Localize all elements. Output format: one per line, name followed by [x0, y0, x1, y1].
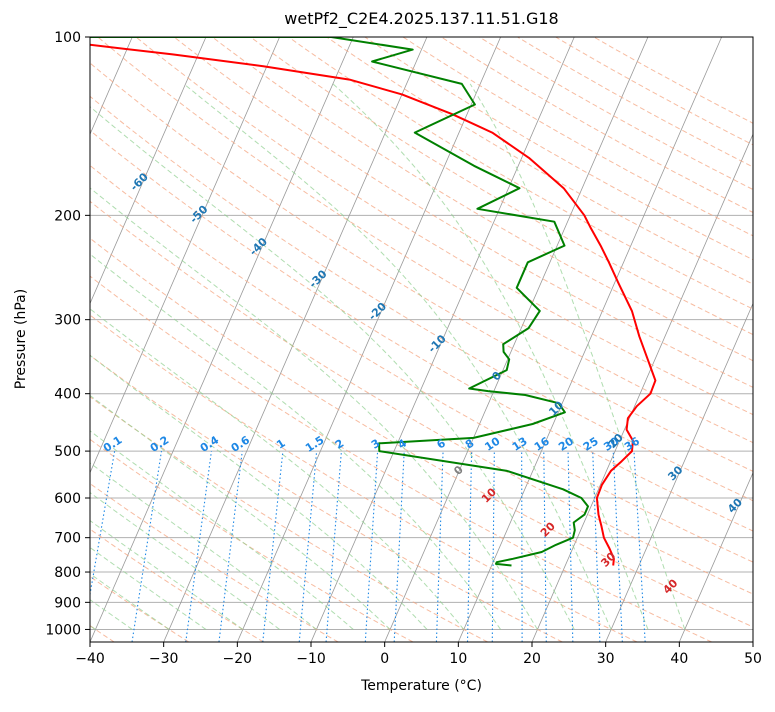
dry-adiabat-label: -40	[247, 235, 270, 258]
moist-adiabat-line	[0, 84, 390, 630]
moist-adiabat-line	[0, 84, 538, 630]
isotherm-line	[237, 37, 500, 642]
dry-adiabat-label: 30	[665, 463, 685, 483]
y-tick-label: 300	[54, 313, 81, 329]
x-tick-label: −20	[223, 651, 253, 667]
y-tick-label: 200	[54, 208, 81, 224]
moist-adiabat-line	[0, 84, 206, 630]
y-tick-label: 1000	[45, 622, 81, 638]
isotherm-line	[753, 37, 775, 642]
x-tick-label: 50	[744, 651, 762, 667]
y-tick-label: 400	[54, 387, 81, 403]
mixing-ratio-label: 4	[396, 436, 410, 451]
mixing-ratio-label: 1.5	[303, 433, 326, 455]
x-tick-label: −40	[75, 651, 105, 667]
x-tick-label: 10	[449, 651, 467, 667]
isotherm-line	[679, 37, 775, 642]
surface-adiabat-label: 30	[598, 549, 618, 569]
dry-adiabat-line	[0, 37, 488, 642]
isotherm-line	[532, 37, 775, 642]
surface-adiabat-label: 20	[538, 519, 558, 539]
mixing-ratio-line	[365, 451, 377, 642]
mixing-ratio-label: 0.4	[198, 433, 222, 455]
x-tick-label: −30	[149, 651, 179, 667]
isotherm-line	[0, 37, 206, 642]
mixing-ratio-label: 0.1	[101, 433, 124, 455]
plot-frame	[90, 37, 753, 642]
y-tick-label: 500	[54, 444, 81, 460]
y-tick-label: 100	[54, 30, 81, 46]
isotherm-line	[606, 37, 775, 642]
moist-adiabat-line	[470, 84, 685, 630]
y-axis-label: Pressure (hPa)	[13, 289, 29, 389]
mixing-ratio-line	[634, 451, 645, 642]
x-tick-label: 30	[597, 651, 615, 667]
dry-adiabat-line	[0, 37, 712, 642]
y-tick-label: 900	[54, 595, 81, 611]
isotherm-line	[0, 37, 59, 642]
dry-adiabat-label: -50	[187, 203, 210, 226]
moist-adiabat-line	[0, 84, 353, 630]
moist-adiabat-line	[0, 84, 280, 630]
chart-title: wetPf2_C2E4.2025.137.11.51.G18	[90, 9, 753, 28]
dry-adiabat-line	[212, 37, 775, 642]
mixing-ratio-line	[186, 451, 212, 642]
x-tick-label: −10	[296, 651, 326, 667]
mixing-ratio-line	[568, 451, 573, 642]
isotherm-line	[458, 37, 721, 642]
isotherm-line	[164, 37, 427, 642]
dry-adiabat-label: -70	[68, 138, 91, 161]
dry-adiabat-label: -60	[128, 170, 151, 193]
dry-adiabat-label: 0	[489, 369, 504, 384]
dry-adiabat-line	[60, 37, 775, 642]
dry-adiabat-line	[594, 37, 775, 642]
dry-adiabat-line	[0, 37, 338, 642]
y-tick-label: 800	[54, 565, 81, 581]
surface-adiabat-label: 40	[660, 576, 680, 596]
moist-adiabat-line	[0, 84, 317, 630]
x-tick-label: 20	[523, 651, 541, 667]
mixing-ratio-line	[219, 451, 242, 642]
mixing-ratio-label: 2	[333, 437, 347, 452]
x-tick-label: 0	[380, 651, 389, 667]
x-axis-label: Temperature (°C)	[90, 678, 753, 694]
dry-adiabat-line	[518, 37, 775, 642]
dewpoint-profile-line	[44, 37, 588, 566]
x-tick-label: 40	[670, 651, 688, 667]
y-tick-label: 600	[54, 491, 81, 507]
dry-adiabat-label: 40	[725, 495, 745, 515]
dry-adiabat-line	[0, 37, 264, 642]
mixing-ratio-line	[593, 451, 600, 642]
surface-adiabat-label: 10	[479, 485, 499, 505]
moist-adiabat-line	[184, 84, 611, 630]
dry-adiabat-label: -30	[306, 267, 329, 290]
moist-adiabat-line	[333, 84, 648, 630]
moist-adiabat-line	[0, 84, 427, 630]
dry-adiabat-line	[174, 37, 775, 642]
dry-adiabat-label: -80	[9, 105, 32, 128]
dry-adiabat-line	[0, 37, 562, 642]
moist-adiabat-line	[0, 84, 464, 630]
dry-adiabat-line	[0, 37, 413, 642]
mixing-ratio-line	[492, 451, 494, 642]
y-tick-label: 700	[54, 531, 81, 547]
dry-adiabat-line	[250, 37, 775, 642]
dry-adiabat-label: -10	[426, 332, 449, 355]
isotherm-line	[16, 37, 279, 642]
mixing-ratio-label: 0.6	[229, 433, 253, 455]
dry-adiabat-line	[556, 37, 775, 642]
